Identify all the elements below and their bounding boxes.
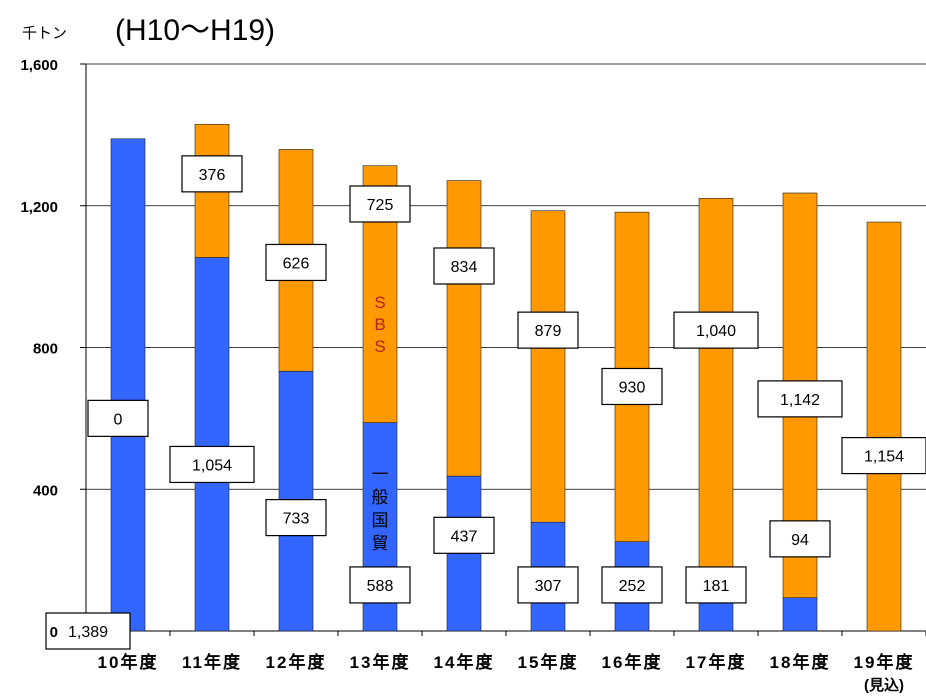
data-label-box: 1,389 — [45, 612, 131, 650]
data-label-frame — [841, 436, 926, 475]
data-label: 879 — [535, 323, 562, 340]
x-tick-label: 13年度 — [350, 652, 411, 672]
data-label-box: 725 — [349, 185, 411, 223]
data-label: 94 — [791, 532, 809, 549]
data-label-frame — [601, 367, 663, 406]
data-label: 1,389 — [68, 624, 108, 641]
x-tick-label: 19年度 — [854, 652, 915, 672]
x-tick-label: 18年度 — [770, 652, 831, 672]
tick-labels: 0 400 800 1,200 1,600 10年度 11年度 12年度 13年度 14年度 15年… — [20, 57, 915, 694]
series-name-general-char: 般 — [372, 488, 389, 507]
data-label-frame — [265, 243, 327, 282]
data-label: 307 — [535, 578, 562, 595]
data-label-box: 834 — [433, 247, 495, 285]
x-tick-label: 14年度 — [434, 652, 495, 672]
data-label-frame — [265, 499, 327, 537]
data-label-box: 879 — [517, 311, 579, 349]
data-label-frame — [517, 311, 579, 349]
series-name-sbs-char: S — [374, 337, 385, 356]
data-label-frame — [349, 566, 411, 604]
data-label-box: 0 — [87, 399, 149, 437]
y-tick-label: 1,200 — [20, 199, 58, 216]
data-label: 376 — [199, 167, 226, 184]
series-name-sbs-char: B — [374, 315, 385, 334]
data-label-frame — [181, 155, 243, 193]
data-label-frame — [685, 566, 747, 604]
data-label-box: 1,154 — [841, 436, 926, 475]
data-label-frame — [601, 566, 663, 604]
data-label: 733 — [283, 511, 310, 528]
data-label-frame — [757, 380, 843, 418]
data-label-frame — [433, 516, 495, 554]
data-label-frame — [45, 612, 131, 650]
data-label: 252 — [619, 578, 646, 595]
data-label: 725 — [367, 197, 394, 214]
data-label-frame — [673, 311, 759, 349]
bar-general — [194, 257, 230, 632]
x-tick-label: 17年度 — [686, 652, 747, 672]
data-label-box: 1,142 — [757, 380, 843, 418]
chart-title: (H10～H19) — [115, 14, 275, 47]
series-name-sbs-char: S — [374, 293, 385, 312]
data-label-box: 437 — [433, 516, 495, 554]
data-label: 930 — [619, 379, 646, 396]
data-label-box: 626 — [265, 243, 327, 282]
data-label: 588 — [367, 578, 394, 595]
y-tick-label: 400 — [33, 482, 58, 499]
y-unit-label: 千トン — [22, 25, 67, 42]
data-label-frame — [349, 185, 411, 223]
y-tick-label: 1,600 — [20, 57, 58, 74]
series-name-general-char: 貿 — [372, 534, 389, 553]
data-label-frame — [87, 399, 149, 437]
data-label-box: 1,054 — [169, 445, 255, 484]
x-tick-label: 11年度 — [182, 652, 242, 672]
bar-sbs — [446, 180, 482, 477]
bar-sbs — [698, 198, 734, 568]
data-label-box: 733 — [265, 499, 327, 537]
data-label: 1,040 — [696, 323, 736, 340]
x-tick-label: 10年度 — [98, 652, 159, 672]
data-label-box: 1,040 — [673, 311, 759, 349]
x-tick-sublabel: (見込) — [864, 676, 904, 694]
data-labels: 1,389 0 1,054 376 733 626 588 725 437 834 307 879 25… — [45, 155, 926, 650]
bar-general — [782, 597, 818, 632]
x-tick-label: 16年度 — [602, 652, 663, 672]
data-label-frame — [169, 445, 255, 484]
data-label: 437 — [451, 528, 478, 545]
data-label-frame — [769, 520, 831, 558]
data-label-box: 252 — [601, 566, 663, 604]
data-label: 834 — [451, 259, 478, 276]
bar-general — [110, 138, 146, 632]
data-label: 1,154 — [864, 449, 904, 466]
data-label-box: 181 — [685, 566, 747, 604]
data-label-box: 376 — [181, 155, 243, 193]
x-tick-label: 12年度 — [266, 652, 327, 672]
y-tick-label: 0 — [50, 624, 58, 641]
data-label-box: 930 — [601, 367, 663, 406]
series-name-general-char: 一 — [372, 465, 389, 484]
x-tick-label: 15年度 — [518, 652, 579, 672]
y-tick-label: 800 — [33, 341, 58, 358]
data-label-frame — [517, 566, 579, 604]
bar-sbs — [530, 210, 566, 523]
data-label: 626 — [283, 255, 310, 272]
data-label: 181 — [703, 578, 730, 595]
data-label-box: 588 — [349, 566, 411, 604]
series-name-general-char: 国 — [372, 511, 389, 530]
data-label: 1,054 — [192, 457, 232, 474]
data-label: 1,142 — [780, 392, 820, 409]
data-label: 0 — [114, 411, 123, 428]
data-label-box: 307 — [517, 566, 579, 604]
bar-sbs — [866, 221, 902, 632]
data-label-box: 94 — [769, 520, 831, 558]
data-label-frame — [433, 247, 495, 285]
